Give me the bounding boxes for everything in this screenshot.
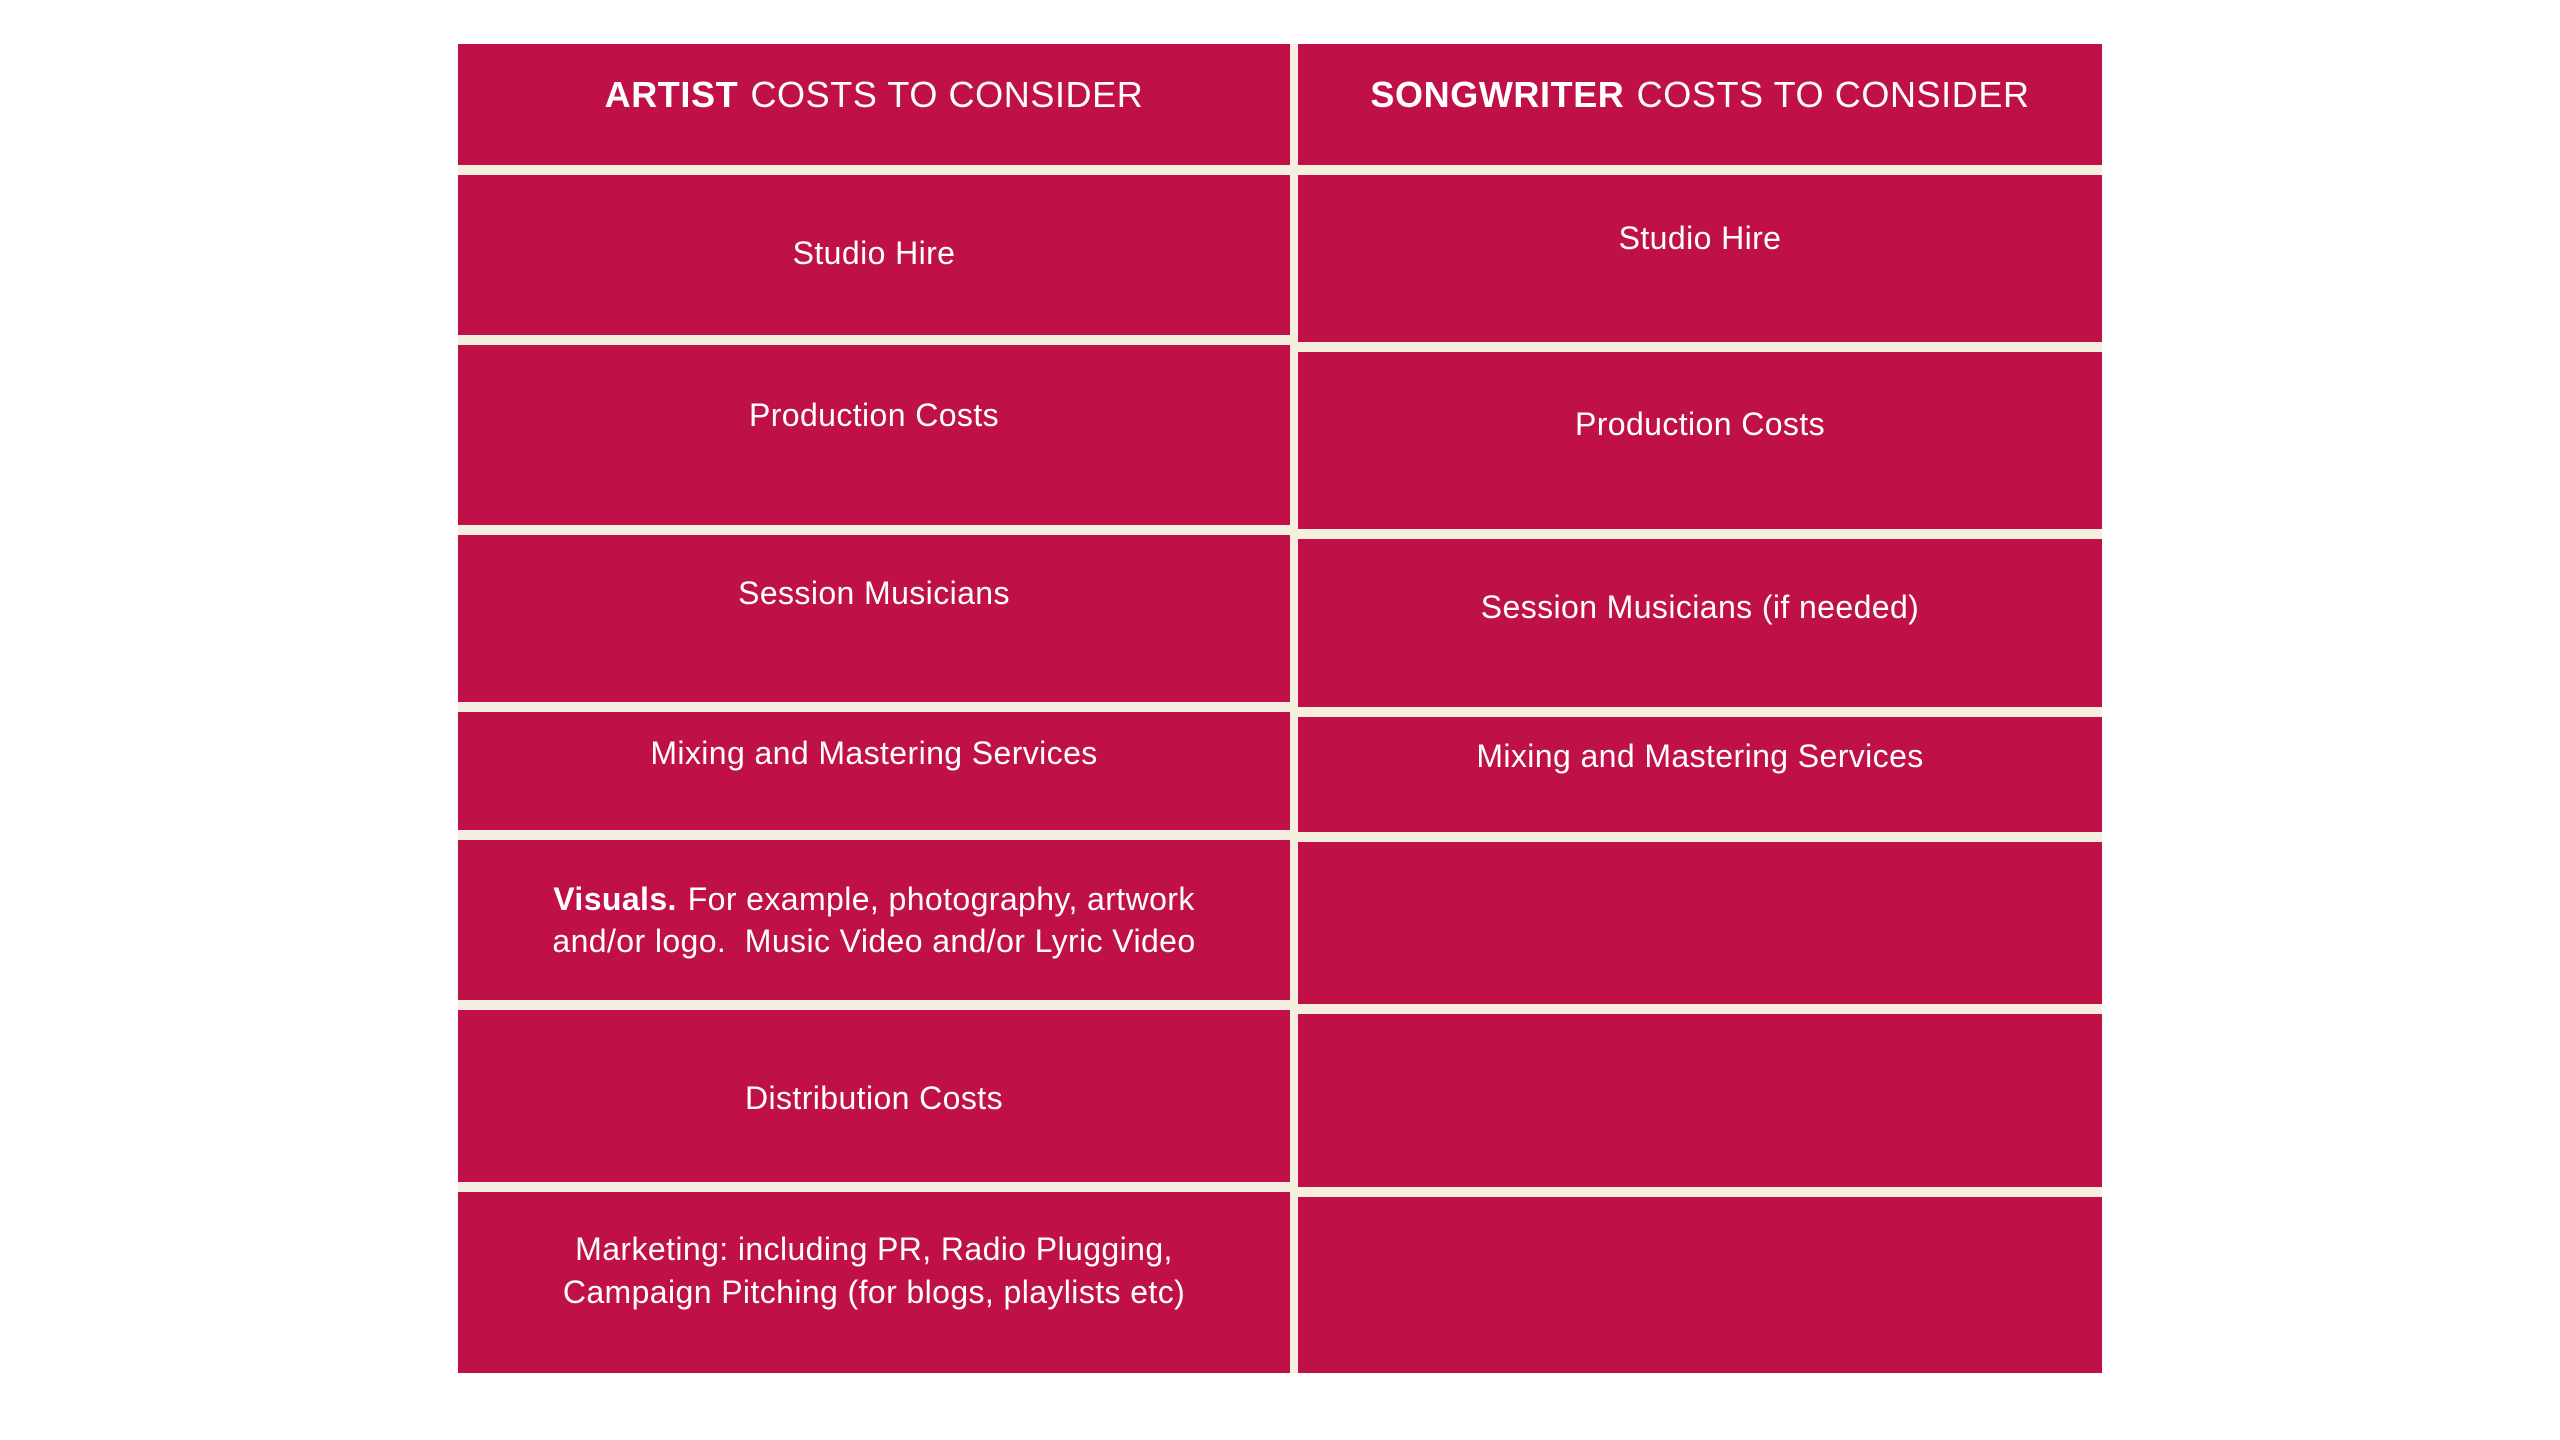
artist-row-distribution-costs: Distribution Costs [458,1010,1290,1182]
cell-text: Mixing and Mastering Services [650,734,1098,771]
marketing-line-1: Marketing: including PR, Radio Plugging, [575,1231,1173,1268]
artist-column: ARTIST COSTS TO CONSIDER Studio Hire Prod… [458,44,1290,1373]
songwriter-row-empty-3 [1298,1197,2102,1373]
songwriter-row-studio-hire: Studio Hire [1298,175,2102,342]
songwriter-header-cell: SONGWRITER COSTS TO CONSIDER [1298,44,2102,165]
cell-text: Visuals. For example, photography, artwor… [512,878,1235,962]
cell-text: Session Musicians [738,575,1010,612]
cell-text: Studio Hire [1618,220,1782,257]
songwriter-header-bold: SONGWRITER [1370,73,1625,115]
cell-text: Distribution Costs [745,1079,1003,1116]
artist-row-studio-hire: Studio Hire [458,175,1290,335]
visuals-line-2: and/or logo. Music Video and/or Lyric Vi… [552,923,1196,959]
artist-header-text: ARTIST COSTS TO CONSIDER [565,71,1184,119]
artist-header-bold: ARTIST [604,73,739,115]
artist-row-marketing: Marketing: including PR, Radio Plugging,… [458,1192,1290,1373]
songwriter-row-production-costs: Production Costs [1298,352,2102,529]
songwriter-row-mixing-mastering: Mixing and Mastering Services [1298,717,2102,832]
artist-header-rest: COSTS TO CONSIDER [750,73,1144,115]
artist-row-visuals: Visuals. For example, photography, artwor… [458,840,1290,1000]
songwriter-header-rest: COSTS TO CONSIDER [1636,73,2030,115]
songwriter-row-session-musicians: Session Musicians (if needed) [1298,539,2102,707]
artist-row-production-costs: Production Costs [458,345,1290,525]
songwriter-row-empty-2 [1298,1014,2102,1187]
cell-text: Marketing: including PR, Radio Plugging,… [523,1228,1225,1312]
cell-text: Production Costs [748,396,1000,433]
visuals-bold: Visuals. [553,880,677,917]
songwriter-column: SONGWRITER COSTS TO CONSIDER Studio Hire … [1298,44,2102,1373]
cell-text: Session Musicians (if needed) [1480,588,1920,625]
visuals-line-1: Visuals. For example, photography, artwor… [552,878,1195,920]
marketing-line-2: Campaign Pitching (for blogs, playlists … [562,1273,1186,1310]
cell-text: Studio Hire [792,234,956,271]
songwriter-row-empty-1 [1298,842,2102,1004]
costs-comparison-table: ARTIST COSTS TO CONSIDER Studio Hire Prod… [458,44,2102,1373]
artist-row-mixing-mastering: Mixing and Mastering Services [458,712,1290,830]
visuals-line-1-rest: For example, photography, artwork [687,880,1195,917]
cell-text: Mixing and Mastering Services [1476,738,1924,775]
songwriter-header-text: SONGWRITER COSTS TO CONSIDER [1330,71,2069,119]
artist-header-cell: ARTIST COSTS TO CONSIDER [458,44,1290,165]
artist-row-session-musicians: Session Musicians [458,535,1290,702]
cell-text: Production Costs [1574,406,1826,443]
